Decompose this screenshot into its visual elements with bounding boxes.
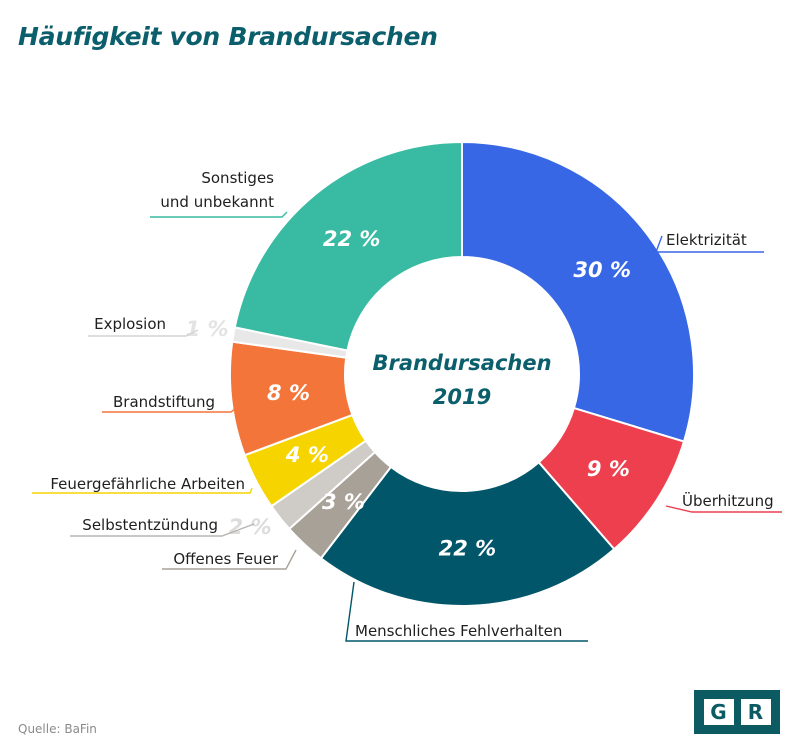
donut-slices — [229, 140, 695, 607]
callout-line-6 — [102, 407, 237, 413]
slice-value-label-1: 9 % — [587, 457, 630, 481]
slice-value-labels: 30 % 9 % 22 % 3 % 2 % 4 % 8 % 1 % 22 % — [186, 227, 631, 561]
slice-category-label-8-line-1: und unbekannt — [160, 193, 274, 211]
slice-value-label-5: 4 % — [285, 443, 329, 467]
callout-line-0 — [654, 235, 764, 253]
slice-8 — [233, 140, 463, 352]
callout-line-4 — [70, 523, 255, 537]
slice-value-label-6: 8 % — [267, 381, 310, 405]
callout-line-1 — [665, 505, 782, 513]
callout-line-7 — [88, 329, 199, 337]
slice-0 — [461, 140, 695, 443]
callout-line-3 — [162, 549, 297, 570]
slice-category-label-7: Explosion — [94, 315, 166, 333]
logo-letter-g: G — [703, 699, 734, 725]
slice-value-label-7: 1 % — [186, 317, 229, 341]
slice-category-label-3: Offenes Feuer — [173, 550, 278, 568]
source-note: Quelle: BaFin — [18, 722, 97, 736]
callout-line-8 — [150, 211, 288, 218]
slice-value-label-4: 2 % — [229, 515, 272, 539]
callout-line-5 — [32, 487, 253, 494]
slice-callouts: Elektrizität Überhitzung Menschliches Fehl… — [32, 169, 782, 642]
slice-category-label-5: Feuergefährliche Arbeiten — [50, 475, 245, 493]
slice-category-label-1: Überhitzung — [682, 491, 774, 510]
slice-value-label-3: 3 % — [322, 490, 365, 514]
center-label-line-1: Brandursachen — [372, 351, 551, 375]
slice-value-label-8: 22 % — [323, 227, 381, 251]
donut-chart: 30 % 9 % 22 % 3 % 2 % 4 % 8 % 1 % 22 % Elektrizi… — [32, 140, 782, 642]
slice-value-label-2: 22 % — [439, 536, 497, 560]
slice-category-label-2: Menschliches Fehlverhalten — [355, 622, 562, 640]
slice-value-label-0: 30 % — [573, 258, 631, 282]
logo-letter-r: R — [740, 699, 771, 725]
center-label: Brandursachen 2019 — [372, 351, 551, 409]
callout-line-2 — [345, 581, 588, 642]
slice-category-label-0: Elektrizität — [666, 231, 747, 249]
brand-logo: G R — [694, 690, 780, 734]
chart-title: Häufigkeit von Brandursachen — [18, 22, 438, 51]
slice-2 — [319, 460, 616, 607]
slice-category-label-6: Brandstiftung — [113, 393, 215, 411]
slice-category-label-4: Selbstentzündung — [82, 516, 218, 534]
center-label-line-2: 2019 — [433, 385, 491, 409]
slice-category-label-8-line-0: Sonstiges — [201, 169, 274, 187]
